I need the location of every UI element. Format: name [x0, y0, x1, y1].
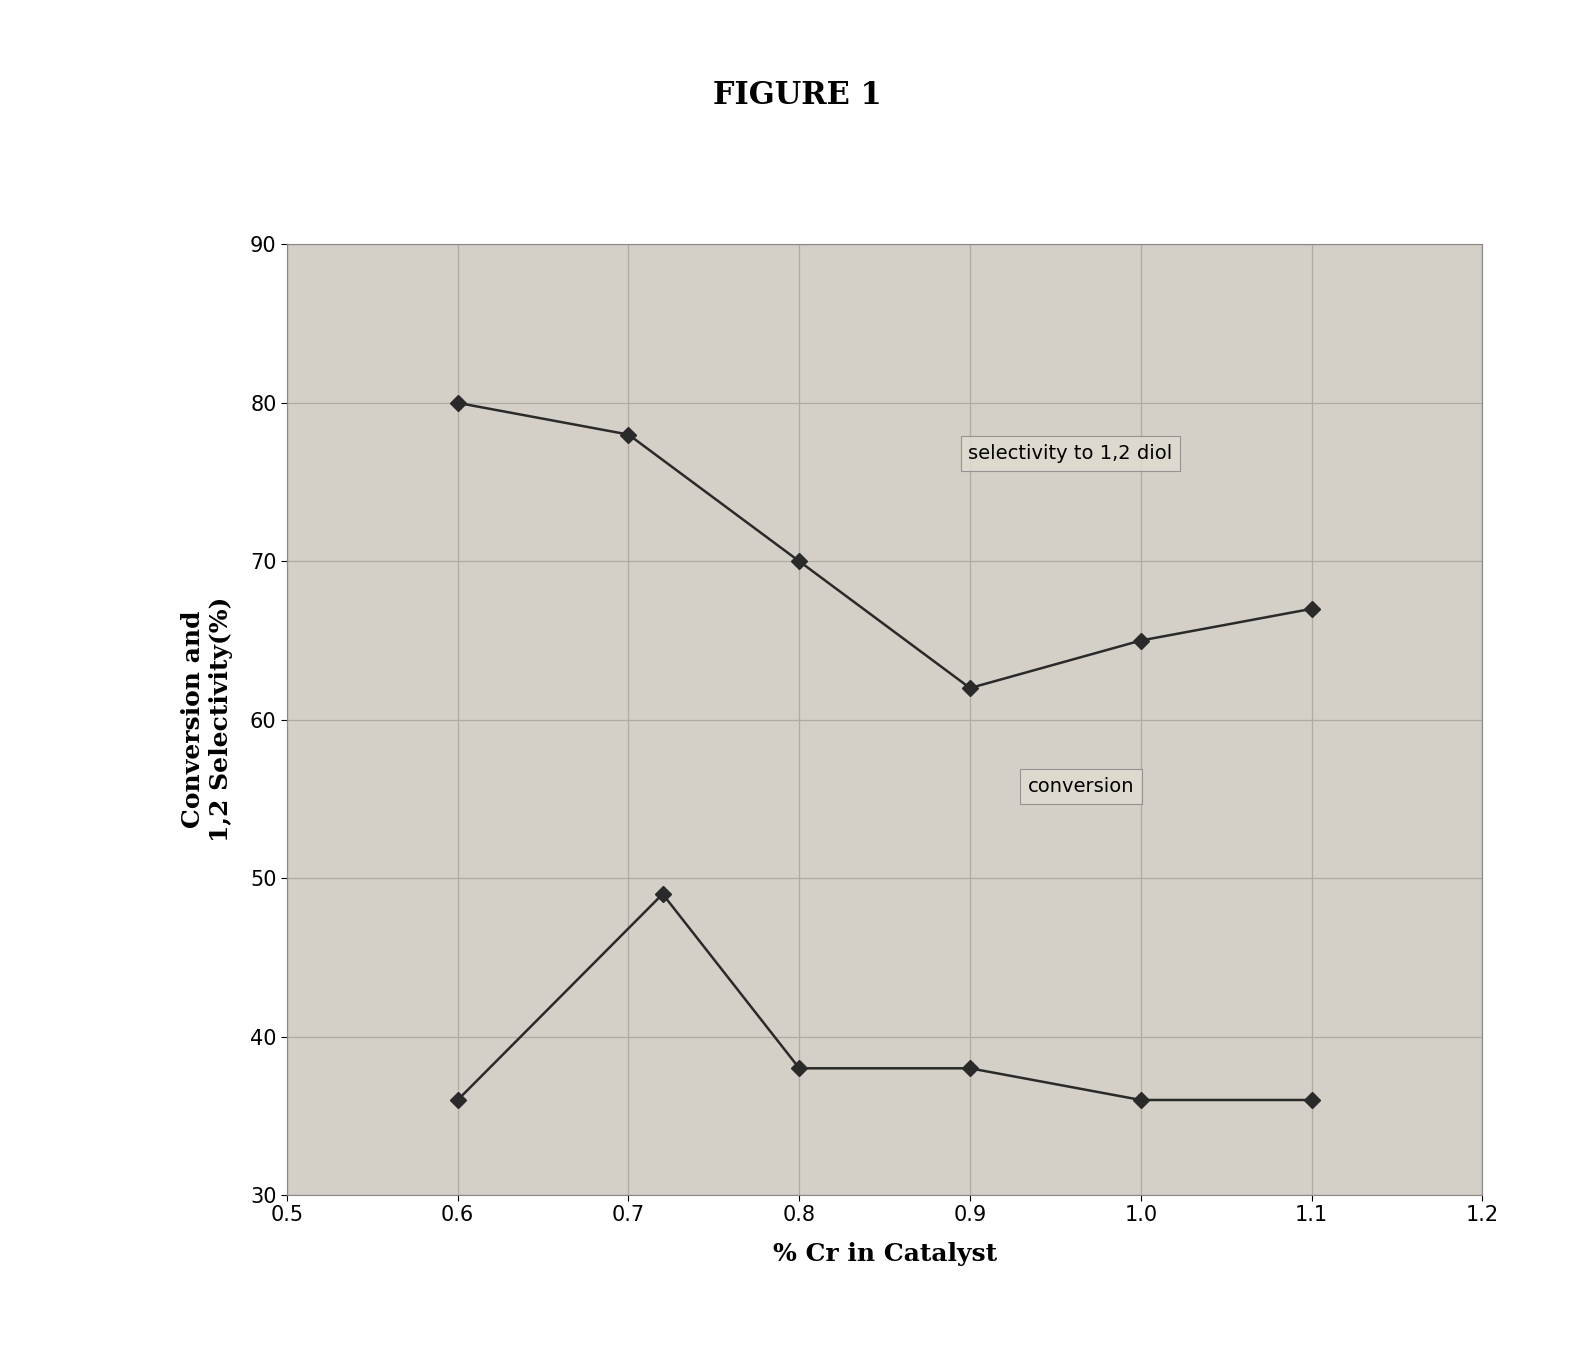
Y-axis label: Conversion and
1,2 Selectivity(%): Conversion and 1,2 Selectivity(%)	[182, 598, 233, 842]
Text: conversion: conversion	[1028, 777, 1135, 796]
Text: FIGURE 1: FIGURE 1	[713, 80, 881, 110]
Text: selectivity to 1,2 diol: selectivity to 1,2 diol	[968, 444, 1173, 463]
X-axis label: % Cr in Catalyst: % Cr in Catalyst	[773, 1243, 996, 1266]
